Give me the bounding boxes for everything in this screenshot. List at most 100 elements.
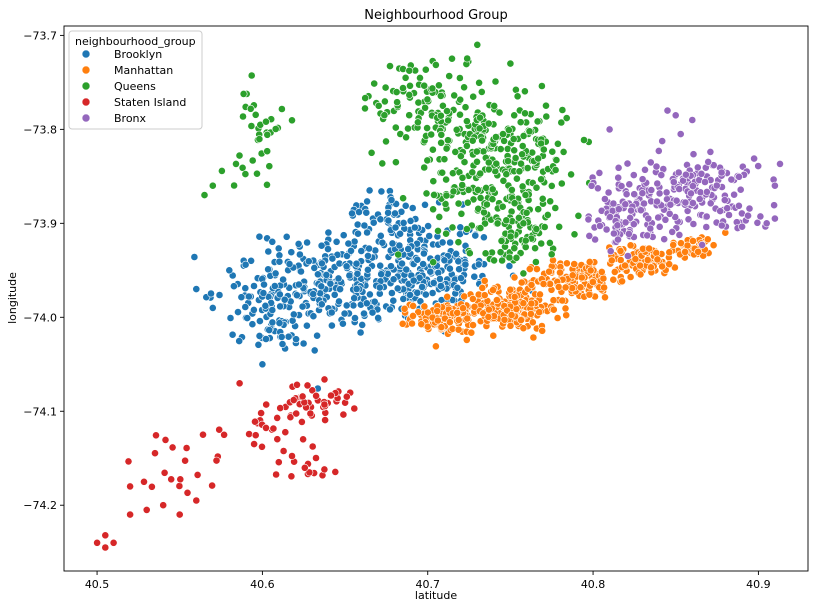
data-point [298,302,307,311]
data-point [496,145,505,153]
data-point [361,104,369,113]
data-point [703,235,712,244]
data-point [562,114,571,122]
data-point [428,84,437,93]
legend-title: neighbourhood_group [75,35,196,48]
data-point [440,155,449,164]
data-point [147,482,156,491]
data-point [495,108,504,117]
data-point [461,103,470,112]
data-point [527,299,536,308]
data-point [521,87,529,96]
data-point [389,275,398,284]
data-point [546,197,555,206]
data-point [374,313,382,322]
data-point [476,193,485,202]
data-point [308,386,317,395]
data-point [391,123,400,132]
data-point [406,290,414,299]
data-point [462,225,471,233]
data-point [559,147,568,156]
data-point [392,88,401,96]
data-point [542,112,551,121]
data-point [363,265,372,274]
data-point [229,282,238,291]
data-point [387,289,396,297]
data-point [442,229,450,238]
data-point [465,249,474,258]
data-point [614,173,623,182]
data-point [521,109,529,118]
data-point [614,205,623,214]
data-point [627,206,635,215]
data-point [459,304,467,313]
data-point [324,228,333,237]
data-point [327,308,336,317]
legend: neighbourhood_group Brooklyn Manhattan Que… [68,30,203,130]
y-tick-label: −74.0 [23,311,57,324]
series-staten-island [93,375,359,552]
data-point [399,218,408,227]
data-point [547,181,556,190]
data-point [516,118,525,127]
legend-label: Bronx [114,112,147,125]
data-point [770,201,778,210]
data-point [442,191,451,200]
data-point [653,179,662,188]
data-point [623,159,632,168]
data-point [506,232,515,241]
data-point [771,181,779,190]
data-point [225,266,234,275]
data-point [297,267,305,276]
data-point [519,299,528,308]
data-point [435,212,444,221]
data-point [235,379,244,388]
data-point [491,77,500,86]
data-point [606,247,615,256]
data-point [421,65,430,74]
data-point [427,130,436,139]
data-point [706,147,715,156]
data-point [280,295,289,304]
data-point [429,177,438,186]
data-point [455,74,464,82]
data-point [181,456,189,465]
data-point [535,308,544,317]
data-point [556,268,564,277]
data-point [398,259,406,268]
data-point [538,82,546,90]
data-point [517,316,525,324]
data-point [704,157,713,166]
data-point [478,283,487,292]
data-point [369,218,378,227]
data-point [684,215,693,224]
data-point [275,319,284,327]
data-point [269,424,278,433]
data-point [450,91,459,100]
data-point [208,303,217,312]
data-point [339,231,348,240]
data-point [595,168,604,177]
data-point [750,154,758,163]
data-point [356,328,365,337]
data-point [413,288,422,297]
data-point [442,144,451,153]
data-point [762,219,771,228]
data-point [400,304,409,313]
data-point [518,182,527,191]
data-point [310,263,319,272]
data-point [604,188,613,197]
data-point [609,275,618,284]
data-point [586,266,595,275]
data-point [235,151,244,160]
data-point [263,180,271,189]
data-point [727,175,736,184]
data-point [436,282,445,290]
data-point [265,326,274,334]
data-point [262,117,270,126]
data-point [299,435,307,444]
y-tick-label: −73.7 [23,29,57,42]
data-point [647,263,655,272]
data-point [577,273,586,282]
data-point [474,260,483,269]
